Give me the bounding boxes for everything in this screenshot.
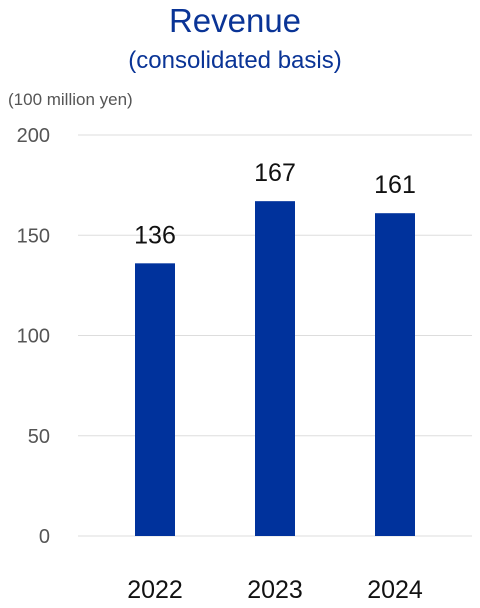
x-axis-ticks: 2022 2023 2024 xyxy=(127,576,423,604)
y-tick-label: 150 xyxy=(17,225,50,247)
x-tick-label-2022: 2022 xyxy=(127,576,183,604)
chart-title: Revenue xyxy=(169,2,301,39)
bar-2022 xyxy=(135,263,175,536)
y-tick-label: 0 xyxy=(39,526,50,548)
y-tick-label: 200 xyxy=(17,125,50,147)
x-tick-label-2024: 2024 xyxy=(367,576,423,604)
data-labels: 136 167 161 xyxy=(134,159,416,249)
data-label-2023: 167 xyxy=(254,159,296,187)
y-axis-ticks: 0 50 100 150 200 xyxy=(17,125,50,548)
y-tick-label: 100 xyxy=(17,326,50,348)
data-label-2024: 161 xyxy=(374,171,416,199)
chart-subtitle: (consolidated basis) xyxy=(128,47,341,74)
x-tick-label-2023: 2023 xyxy=(247,576,303,604)
bars xyxy=(135,201,415,537)
y-tick-label: 50 xyxy=(28,426,50,448)
data-label-2022: 136 xyxy=(134,221,176,249)
bar-2023 xyxy=(255,201,295,537)
y-unit-label: (100 million yen) xyxy=(8,90,133,109)
bar-2024 xyxy=(375,213,415,536)
